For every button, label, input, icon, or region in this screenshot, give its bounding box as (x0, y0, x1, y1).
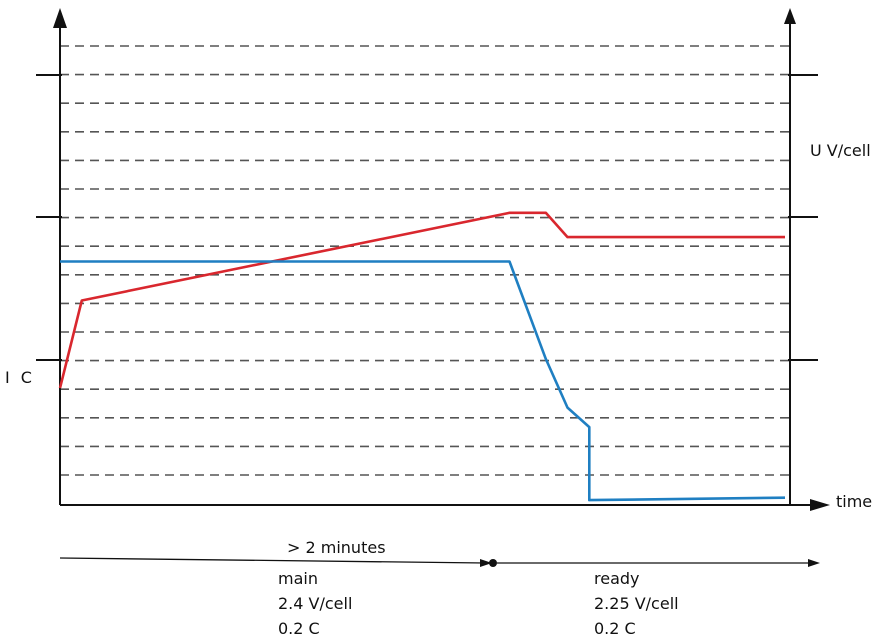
ready-phase-voltage: 2.25 V/cell (594, 594, 679, 613)
time-axis-arrow (810, 499, 830, 511)
axes (36, 8, 830, 511)
current-axis-label: I C (5, 368, 32, 387)
phase-timeline (59, 557, 820, 567)
main-phase-voltage: 2.4 V/cell (278, 594, 353, 613)
right-axis-arrow (784, 8, 796, 24)
ready-phase-current: 0.2 C (594, 619, 636, 638)
phase-arrow-main (59, 557, 486, 564)
voltage-series-line (58, 211, 785, 389)
main-phase-name: main (278, 569, 318, 588)
time-axis-label: time (836, 492, 873, 511)
ready-phase-name: ready (594, 569, 640, 588)
voltage-axis-label: U V/cell (810, 141, 871, 160)
grid-lines (60, 45, 790, 476)
current-series-line (60, 260, 786, 502)
phase-arrow-ready-head (808, 559, 820, 567)
duration-label: > 2 minutes (287, 538, 386, 557)
series-group (58, 211, 786, 502)
main-phase-current: 0.2 C (278, 619, 320, 638)
phase-boundary-dot (489, 559, 497, 567)
phase-arrow-main-head (480, 559, 492, 567)
left-axis-arrow (53, 8, 67, 28)
